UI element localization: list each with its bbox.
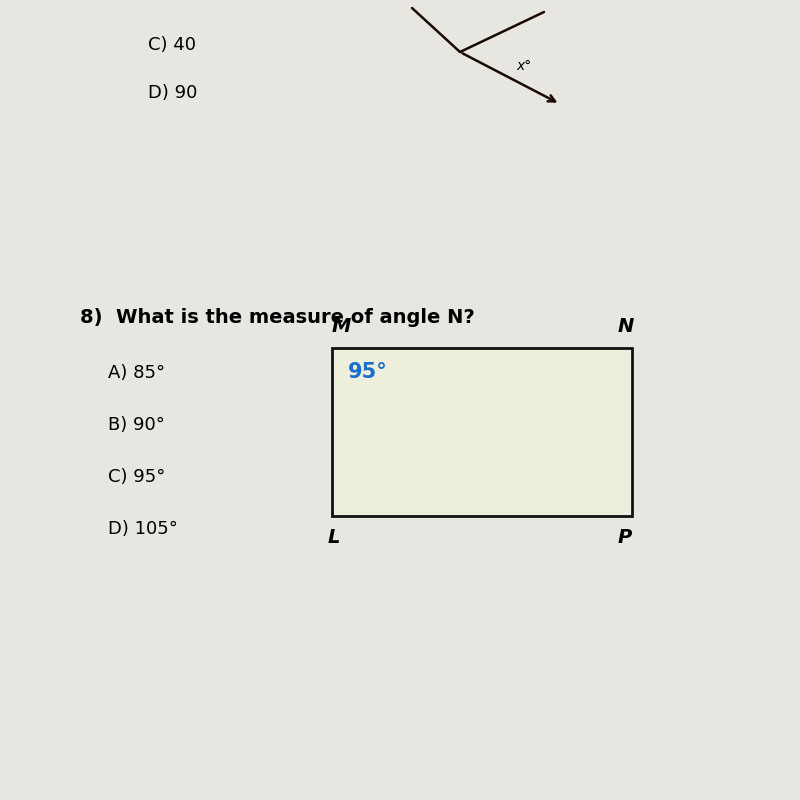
Text: N: N [618,317,634,336]
Text: 8)  What is the measure of angle N?: 8) What is the measure of angle N? [80,308,474,327]
Text: P: P [618,528,632,547]
Bar [332,348,632,516]
Text: L: L [328,528,340,547]
Text: 95°: 95° [348,362,388,382]
Text: M: M [332,317,351,336]
Text: A) 85°: A) 85° [108,364,165,382]
Text: C) 40: C) 40 [148,36,196,54]
Text: C) 95°: C) 95° [108,468,166,486]
Text: B) 90°: B) 90° [108,416,165,434]
Text: D) 105°: D) 105° [108,520,178,538]
Text: x°: x° [516,58,531,73]
Text: D) 90: D) 90 [148,84,198,102]
